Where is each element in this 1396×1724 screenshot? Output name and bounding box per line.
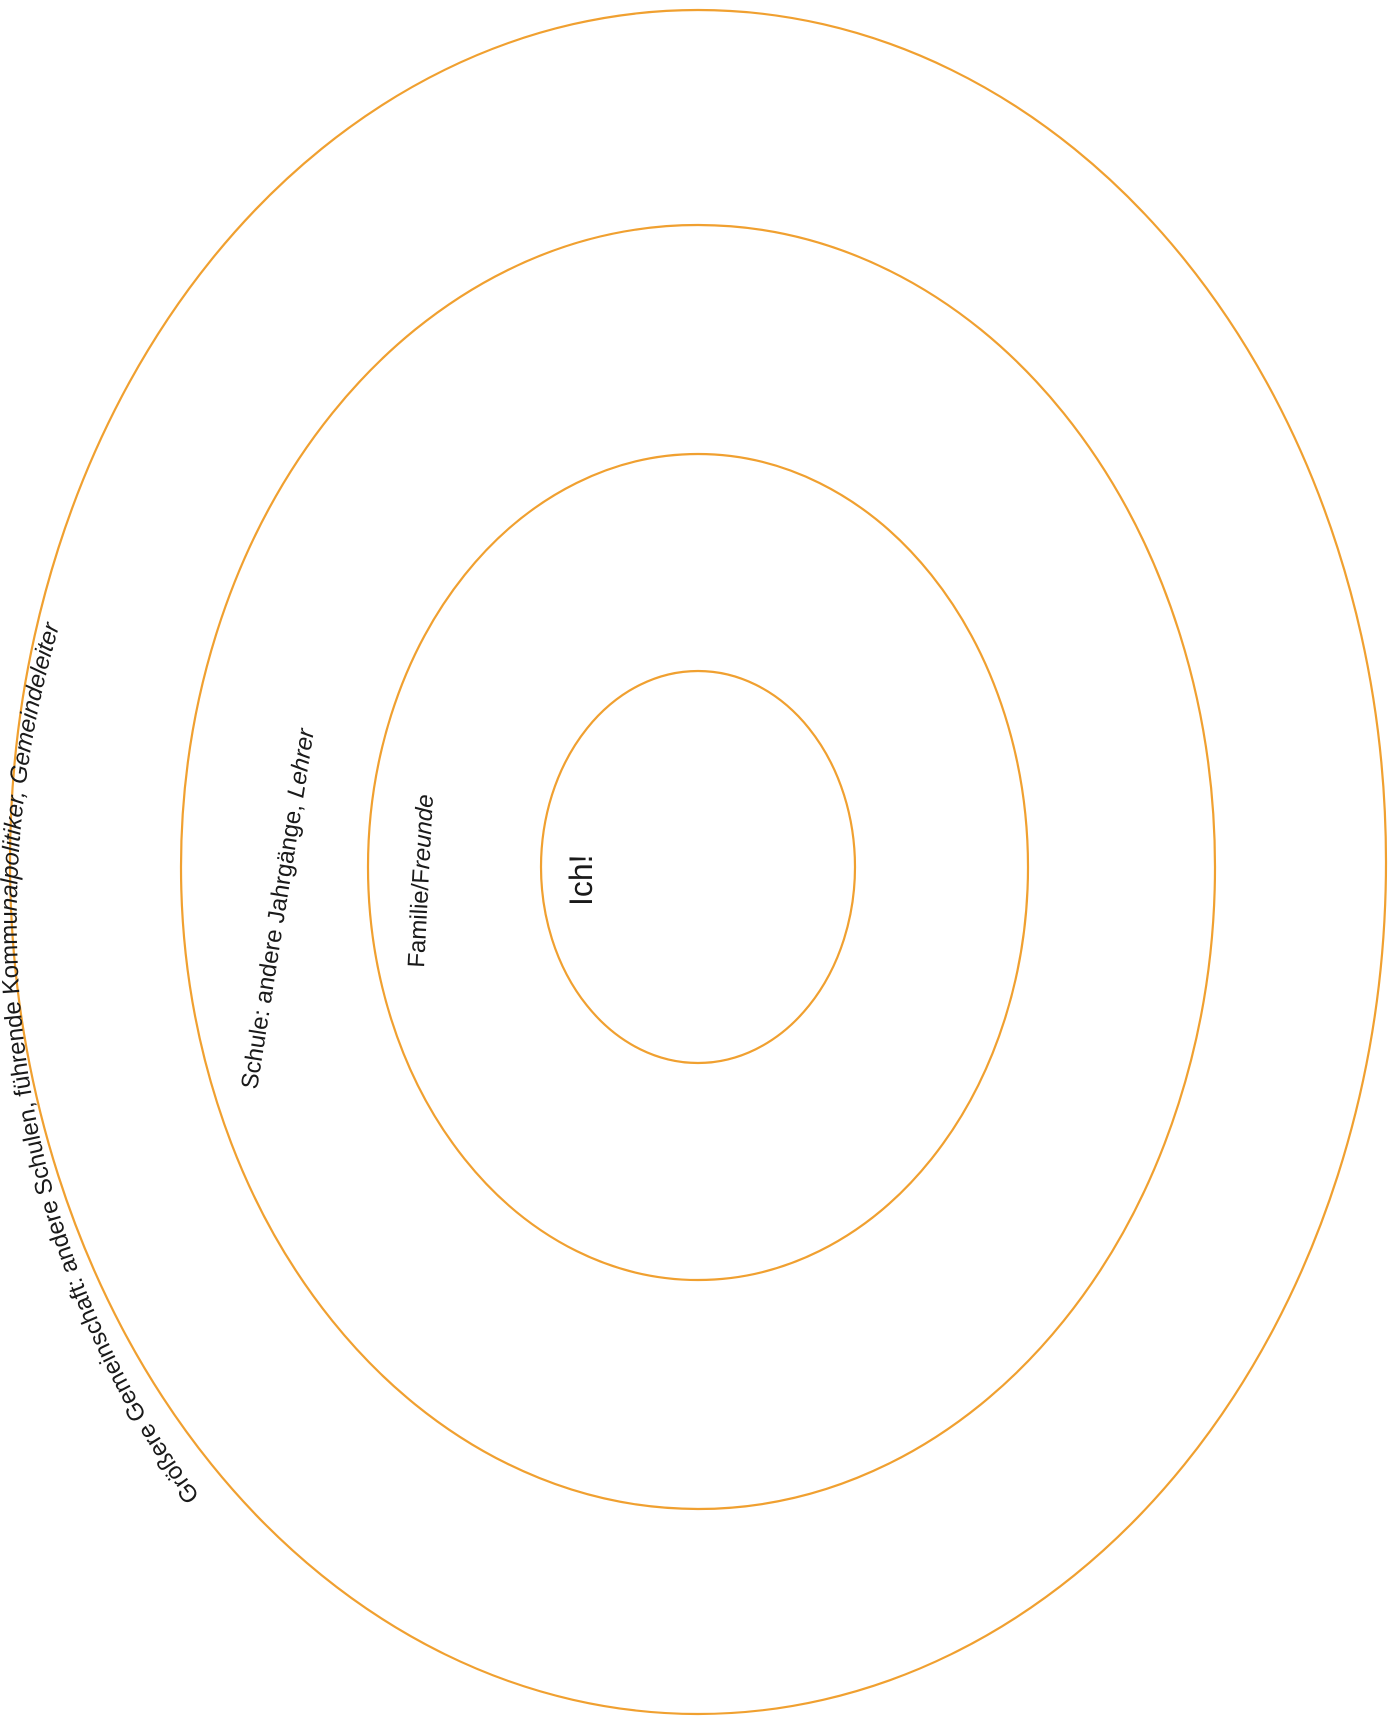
ring-center [539,669,857,1065]
label-third-part-0: Familie/F [403,868,435,968]
label-outer-part-1: nalpolitiker, Gemeindeleiter [0,619,65,912]
label-second-part-0: Schule: andere Jahrgänge, [236,795,309,1090]
label-center-part-0: Ich! [563,854,599,906]
label-outer-ring: Größere Gemeinschaft: andere Schulen, fü… [0,619,205,1509]
label-third-part-1: reunde [408,794,439,870]
label-third-ring: Familie/Freunde [403,794,439,969]
label-second-part-1: Lehrer [282,726,320,800]
label-center: Ich! [563,854,599,906]
ring-second [179,223,1217,1511]
ring-outer [8,8,1388,1716]
label-outer-part-0: Größere Gemeinschaft: andere Schulen, fü… [0,911,205,1508]
label-outer-textpath: Größere Gemeinschaft: andere Schulen, fü… [0,619,205,1509]
label-second-ring: Schule: andere Jahrgänge, Lehrer [236,726,320,1091]
ring-third [366,452,1030,1282]
